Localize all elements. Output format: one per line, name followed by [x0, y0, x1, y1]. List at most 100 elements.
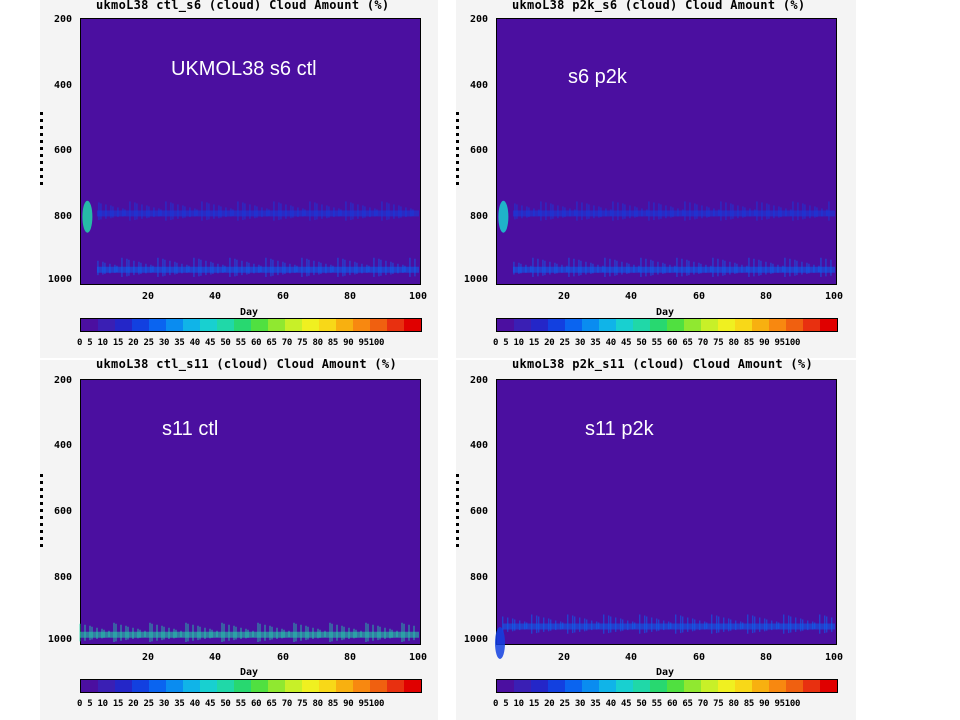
colorbar-swatch — [718, 680, 735, 692]
x-tick-label: 80 — [759, 652, 773, 663]
colorbar-swatch — [285, 319, 302, 331]
colorbar — [496, 679, 838, 693]
panel-annotation: UKMOL38 s6 ctl — [171, 58, 317, 80]
colorbar-swatch — [234, 680, 251, 692]
colorbar-swatch — [115, 319, 132, 331]
colorbar-swatch — [319, 680, 336, 692]
colorbar-swatch — [803, 680, 820, 692]
y-tick-label: 1000 — [47, 634, 72, 645]
colorbar-swatch — [548, 680, 565, 692]
x-tick-label: 40 — [208, 652, 222, 663]
y-tick-label: 800 — [53, 572, 72, 583]
x-tick-label: 20 — [557, 291, 571, 302]
colorbar-swatch — [548, 319, 565, 331]
y-tick-label: 600 — [53, 145, 72, 156]
colorbar-swatch — [599, 319, 616, 331]
x-tick-label: 100 — [408, 652, 428, 663]
x-tick-label: 60 — [692, 652, 706, 663]
y-tick-label: 400 — [469, 440, 488, 451]
colorbar-swatch — [200, 680, 217, 692]
cloud-band — [512, 210, 835, 217]
colorbar — [80, 679, 422, 693]
colorbar-swatch — [217, 680, 234, 692]
colorbar-swatch — [667, 680, 684, 692]
colorbar-swatch — [132, 680, 149, 692]
colorbar-swatch — [633, 680, 650, 692]
colorbar-swatch — [531, 680, 548, 692]
colorbar-swatch — [336, 319, 353, 331]
plot-area — [496, 379, 837, 645]
x-tick-label: 60 — [692, 291, 706, 302]
plot-area — [80, 18, 421, 285]
colorbar-swatch — [497, 680, 514, 692]
colorbar-swatch — [769, 319, 786, 331]
chart-title: ukmoL38 p2k_s6 (cloud) Cloud Amount (%) — [512, 0, 806, 12]
x-tick-label: 100 — [824, 291, 844, 302]
colorbar-swatch — [404, 680, 421, 692]
x-axis-label: Day — [239, 307, 259, 318]
y-tick-label: 800 — [469, 211, 488, 222]
colorbar-swatch — [183, 680, 200, 692]
x-tick-label: 100 — [824, 652, 844, 663]
chart-title: ukmoL38 ctl_s6 (cloud) Cloud Amount (%) — [96, 0, 390, 12]
y-tick-label: 800 — [469, 572, 488, 583]
colorbar-swatch — [735, 319, 752, 331]
y-axis-label — [456, 474, 459, 549]
x-tick-label: 60 — [276, 652, 290, 663]
y-axis-label — [40, 474, 43, 549]
cloud-band — [96, 210, 419, 217]
x-tick-label: 20 — [141, 652, 155, 663]
panel-annotation: s6 p2k — [568, 66, 627, 88]
colorbar-swatch — [370, 680, 387, 692]
y-tick-label: 200 — [469, 14, 488, 25]
colorbar-swatch — [387, 680, 404, 692]
colorbar-swatch — [251, 680, 268, 692]
x-axis-label: Day — [655, 667, 675, 678]
colorbar-swatch — [319, 319, 336, 331]
cloud-blob — [495, 627, 505, 659]
colorbar-swatch — [616, 319, 633, 331]
x-tick-label: 80 — [343, 291, 357, 302]
colorbar-swatch — [684, 680, 701, 692]
colorbar-swatch — [370, 319, 387, 331]
colorbar-swatch — [336, 680, 353, 692]
cloud-blob — [82, 200, 93, 233]
y-tick-label: 400 — [53, 440, 72, 451]
colorbar-swatch — [582, 319, 599, 331]
x-tick-label: 40 — [624, 291, 638, 302]
y-tick-label: 800 — [53, 211, 72, 222]
colorbar-swatch — [149, 319, 166, 331]
colorbar-swatch — [820, 680, 837, 692]
colorbar-swatch — [183, 319, 200, 331]
y-tick-label: 600 — [469, 145, 488, 156]
y-tick-label: 1000 — [463, 274, 488, 285]
colorbar-swatch — [565, 319, 582, 331]
chart-title: ukmoL38 p2k_s11 (cloud) Cloud Amount (%) — [512, 357, 813, 371]
colorbar-swatch — [81, 319, 98, 331]
y-tick-label: 1000 — [47, 274, 72, 285]
colorbar-swatch — [166, 319, 183, 331]
colorbar-swatch — [582, 680, 599, 692]
cloud-band — [96, 266, 419, 273]
colorbar-swatch — [565, 680, 582, 692]
panel-annotation: s11 ctl — [162, 418, 219, 440]
colorbar-swatch — [803, 319, 820, 331]
colorbar-swatch — [200, 319, 217, 331]
colorbar-swatch — [353, 680, 370, 692]
colorbar-swatch — [650, 319, 667, 331]
colorbar-swatch — [786, 319, 803, 331]
colorbar-swatch — [285, 680, 302, 692]
y-tick-label: 400 — [469, 80, 488, 91]
x-tick-label: 100 — [408, 291, 428, 302]
x-tick-label: 40 — [624, 652, 638, 663]
colorbar-swatch — [701, 680, 718, 692]
colorbar-swatch — [302, 680, 319, 692]
y-tick-label: 600 — [469, 506, 488, 517]
colorbar-swatch — [769, 680, 786, 692]
colorbar-swatch — [514, 319, 531, 331]
colorbar-swatch — [166, 680, 183, 692]
colorbar-swatch — [115, 680, 132, 692]
cloud-band — [512, 266, 835, 273]
y-tick-label: 600 — [53, 506, 72, 517]
